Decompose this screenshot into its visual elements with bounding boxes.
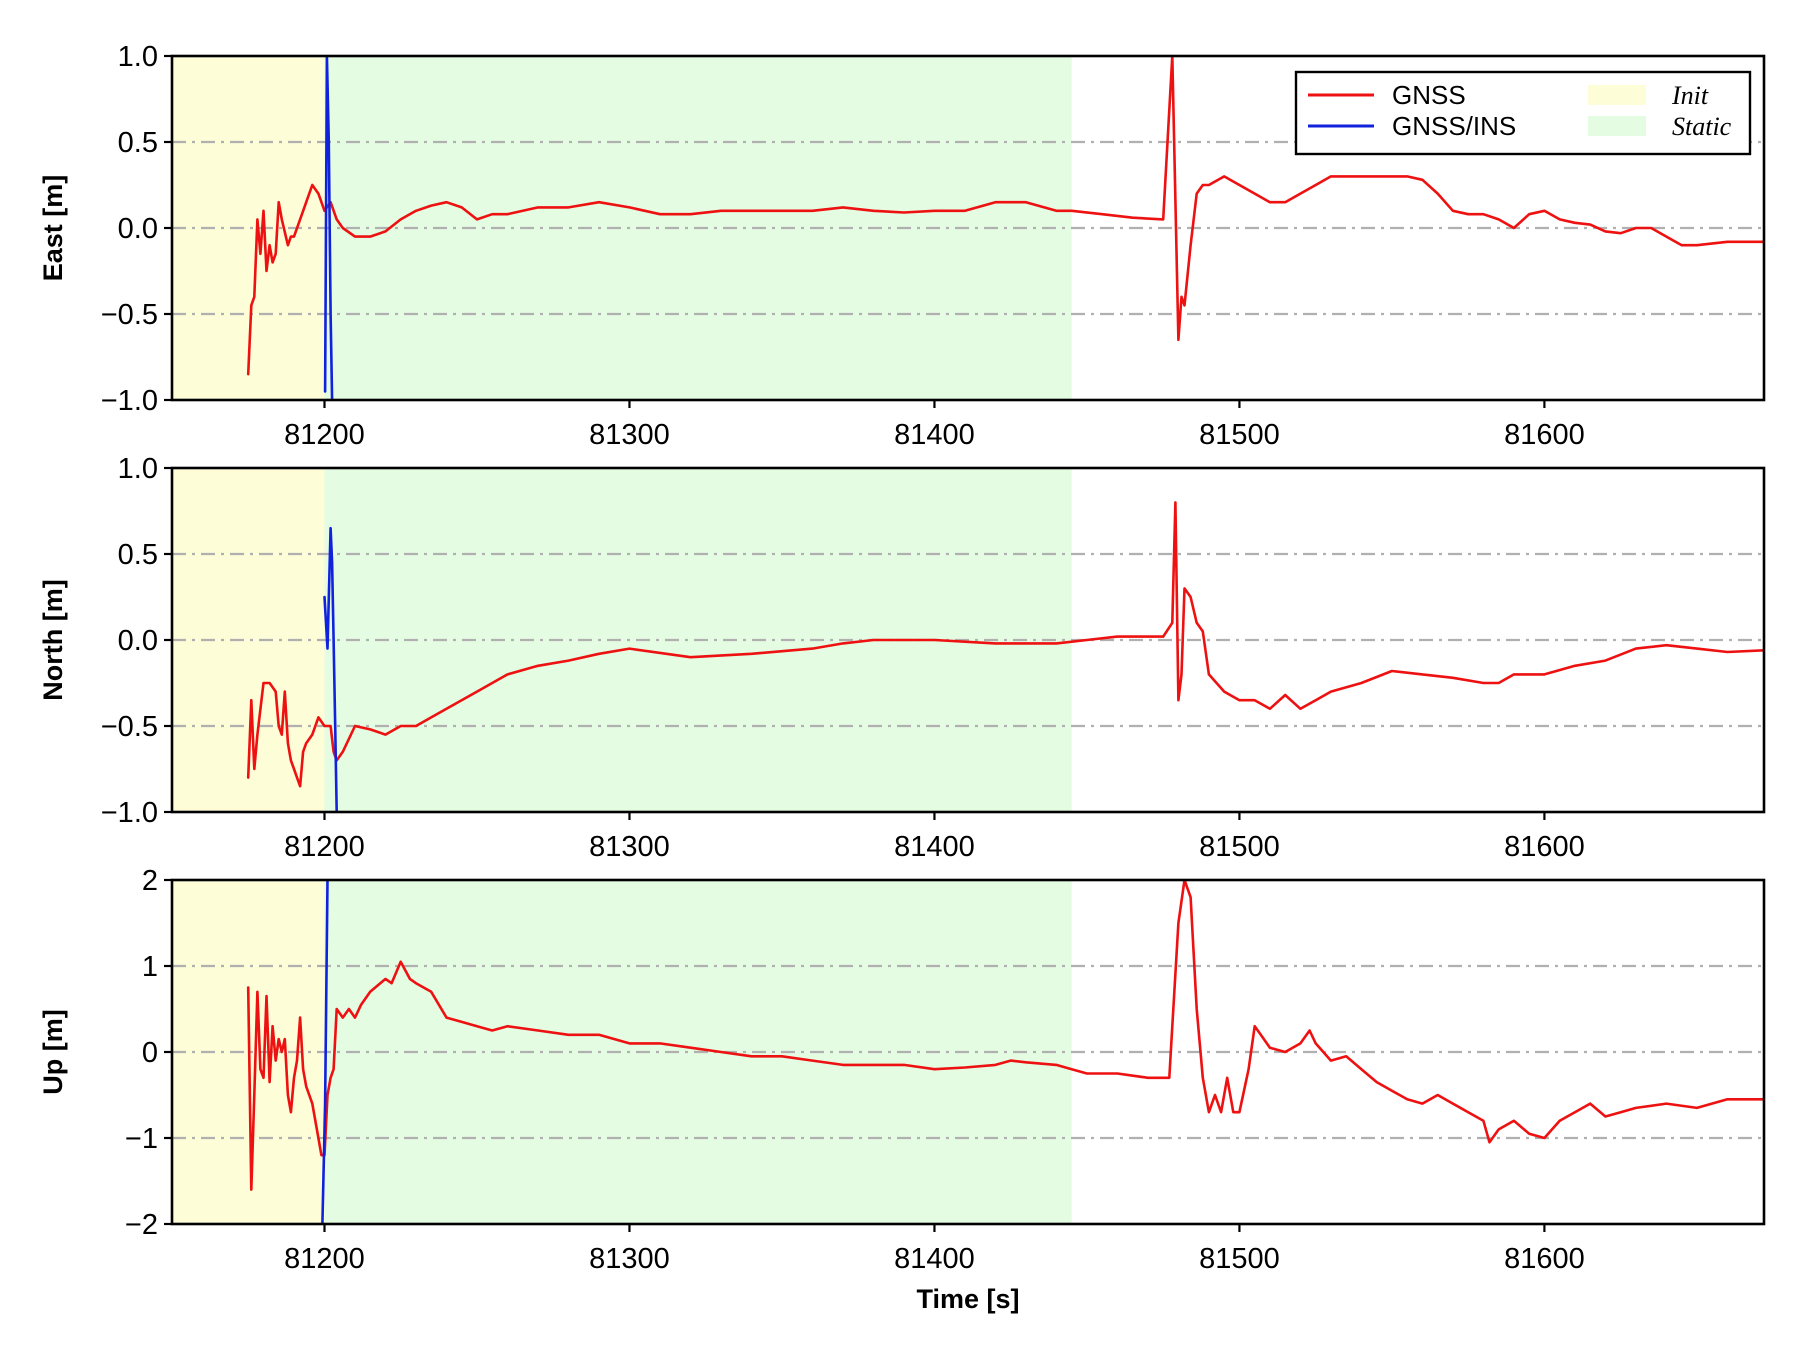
series-line-gnss-ins (323, 526, 339, 812)
x-tick-label: 81500 (1199, 1243, 1280, 1275)
x-tick-label: 81200 (284, 1243, 365, 1275)
y-axis-label: Up [m] (38, 1009, 68, 1094)
y-tick-label: 0.5 (118, 127, 158, 159)
series-line-gnss (246, 56, 1764, 376)
y-axis-label: North [m] (38, 579, 68, 700)
y-tick-label: 1 (142, 951, 158, 983)
y-tick-label: −0.5 (101, 711, 158, 743)
x-tick-label: 81400 (894, 419, 975, 451)
x-axis-label: Time [s] (916, 1284, 1019, 1314)
legend-box (1294, 70, 1752, 156)
east-panel: −1.0 −0.5 0.0 0.5 1.0 81200 81300 81400 81500 816… (38, 41, 1766, 451)
x-tick-label: 81200 (284, 831, 365, 863)
up-panel: −2 −1 0 1 2 81200 81300 81400 81500 81600 Up [m] (38, 865, 1766, 1275)
series-line-gnss-ins (321, 880, 329, 1224)
y-tick-label: 0.5 (118, 539, 158, 571)
y-tick-label: −1.0 (101, 797, 158, 829)
x-tick-label: 81600 (1504, 831, 1585, 863)
series-line-gnss (246, 880, 1764, 1191)
legend-label: GNSS (1392, 80, 1466, 110)
x-tick-label: 81400 (894, 1243, 975, 1275)
y-axis-label: East [m] (38, 175, 68, 282)
y-tick-label: −1 (125, 1123, 158, 1155)
y-tick-label: 1.0 (118, 453, 158, 485)
legend-label: GNSS/INS (1392, 111, 1516, 141)
x-tick-label: 81300 (589, 419, 670, 451)
legend-label: Init (1671, 81, 1709, 110)
x-tick-label: 81200 (284, 419, 365, 451)
north-panel: −1.0 −0.5 0.0 0.5 1.0 81200 81300 81400 81500 816… (38, 453, 1766, 863)
legend-label: Static (1672, 112, 1732, 141)
series-line-gnss (246, 501, 1764, 788)
x-tick-label: 81500 (1199, 831, 1280, 863)
series-line-gnss-ins (323, 56, 334, 400)
y-tick-label: 1.0 (118, 41, 158, 73)
y-tick-label: −2 (125, 1209, 158, 1241)
y-tick-label: 0.0 (118, 213, 158, 245)
x-tick-label: 81300 (589, 1243, 670, 1275)
legend-swatch-init (1588, 85, 1646, 105)
y-tick-label: −1.0 (101, 385, 158, 417)
y-tick-label: 2 (142, 865, 158, 897)
y-tick-label: 0.0 (118, 625, 158, 657)
legend-swatch-static (1588, 116, 1646, 136)
x-tick-label: 81500 (1199, 419, 1280, 451)
y-tick-label: 0 (142, 1037, 158, 1069)
x-tick-label: 81600 (1504, 419, 1585, 451)
x-tick-label: 81300 (589, 831, 670, 863)
y-tick-label: −0.5 (101, 299, 158, 331)
x-tick-label: 81600 (1504, 1243, 1585, 1275)
x-tick-label: 81400 (894, 831, 975, 863)
